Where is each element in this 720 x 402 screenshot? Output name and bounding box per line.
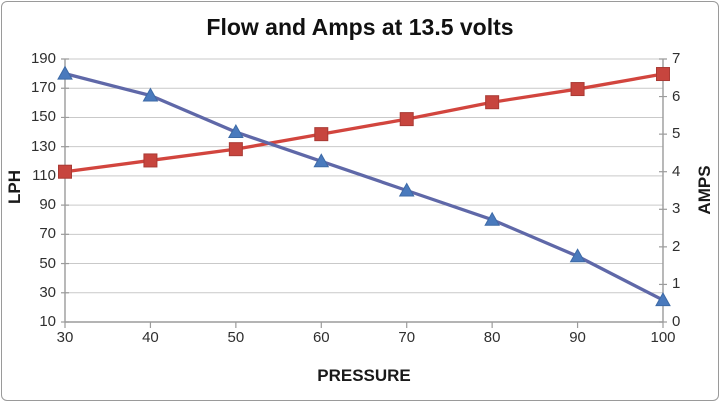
y-right-tick-label: 1 [672,275,681,293]
triangle-marker [569,248,586,263]
y-right-tick-label: 5 [672,125,681,143]
triangle-marker [228,124,244,139]
y-left-tick-label: 30 [39,283,56,301]
y-right-tick-label: 6 [672,87,681,105]
amps-line [63,72,665,174]
triangle-marker [655,292,671,307]
y-right-tick-label: 0 [672,313,681,330]
x-tick-label: 90 [569,329,586,346]
square-marker [314,127,329,142]
x-tick-label: 50 [227,329,245,346]
flow-lph--line [63,71,665,302]
square-marker [485,95,500,110]
y-left-tick-label: 130 [30,137,56,155]
y-left-tick-label: 50 [39,254,56,272]
square-marker [570,82,585,97]
x-tick-label: 70 [398,329,416,346]
y-right-tick-label: 7 [672,50,681,67]
y-left-tick-label: 190 [30,50,56,67]
y-left-tick-label: 10 [39,313,56,330]
square-marker [399,112,414,127]
y-left-tick-label: 150 [30,108,56,126]
square-marker [143,153,158,168]
square-marker [58,164,72,179]
x-tick-label: 30 [56,329,74,346]
triangle-marker [484,211,500,226]
x-tick-label: 100 [650,329,676,346]
y-right-tick-label: 3 [672,200,681,218]
x-axis-title: PRESSURE [317,366,411,385]
y-right-tick-label: 2 [672,237,681,255]
square-marker [656,67,670,82]
y-right-tick-label: 4 [672,162,681,180]
triangle-marker [398,182,415,197]
y-left-tick-label: 70 [39,225,56,243]
x-tick-label: 60 [312,329,330,346]
y-left-tick-label: 170 [30,79,56,97]
chart-title: Flow and Amps at 13.5 volts [206,14,514,40]
square-marker [228,142,243,157]
triangle-marker [313,153,330,168]
x-tick-label: 40 [142,329,159,346]
triangle-marker [142,87,159,102]
y-left-tick-label: 110 [32,166,56,184]
triangle-marker [57,65,73,80]
x-tick-label: 80 [483,329,501,346]
y-left-tick-label: 90 [39,196,56,214]
